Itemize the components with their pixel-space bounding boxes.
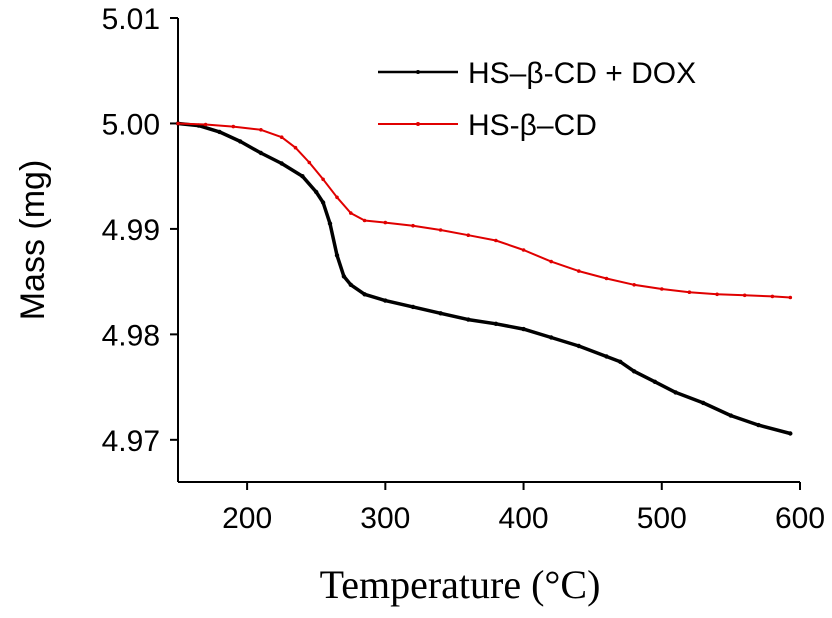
axes xyxy=(177,18,800,483)
data-point-series-1 xyxy=(756,422,761,428)
data-point-series-2 xyxy=(321,177,325,182)
data-point-series-2 xyxy=(362,218,367,223)
y-tick-label: 4.99 xyxy=(102,214,160,247)
x-axis-title: Temperature (°C) xyxy=(320,562,601,607)
data-point-series-1 xyxy=(604,354,609,359)
legend: HS–β-CD + DOX HS-β–CD xyxy=(378,57,696,142)
legend-label-series-2: HS-β–CD xyxy=(468,109,597,142)
data-point-series-1 xyxy=(652,379,658,384)
legend-marker-series-2 xyxy=(416,122,420,126)
series-line-1 xyxy=(176,121,793,436)
data-point-series-1 xyxy=(300,174,305,179)
y-ticks: 4.97 4.98 4.99 5.00 5.01 xyxy=(102,3,178,458)
data-point-series-2 xyxy=(604,276,609,281)
data-point-series-1 xyxy=(788,431,793,436)
x-tick-label: 400 xyxy=(499,502,549,535)
data-point-series-2 xyxy=(411,223,415,228)
data-point-series-1 xyxy=(341,274,347,279)
data-point-series-2 xyxy=(632,283,636,287)
data-point-series-1 xyxy=(521,326,526,332)
data-point-series-1 xyxy=(438,311,443,316)
data-point-series-2 xyxy=(494,238,498,243)
data-point-series-2 xyxy=(335,195,339,200)
series-group xyxy=(175,121,793,436)
data-point-series-1 xyxy=(348,282,353,287)
data-point-series-2 xyxy=(293,145,298,150)
data-point-series-1 xyxy=(258,150,264,156)
y-tick-label: 4.97 xyxy=(102,425,160,458)
data-point-series-1 xyxy=(362,292,367,297)
data-point-series-1 xyxy=(279,161,284,166)
data-point-series-2 xyxy=(715,292,719,297)
data-point-series-2 xyxy=(687,290,692,295)
data-point-series-1 xyxy=(728,413,734,418)
series-line-2 xyxy=(177,122,792,299)
legend-marker-series-1 xyxy=(416,70,420,74)
data-point-series-1 xyxy=(576,343,581,349)
data-point-series-2 xyxy=(770,294,775,299)
data-point-series-2 xyxy=(383,220,388,225)
data-point-series-1 xyxy=(618,359,623,364)
data-point-series-1 xyxy=(466,317,471,322)
data-point-series-1 xyxy=(701,400,706,406)
data-point-series-2 xyxy=(279,135,284,139)
data-point-series-2 xyxy=(259,128,263,132)
y-tick-label: 5.01 xyxy=(102,3,160,36)
x-ticks: 200 300 400 500 600 xyxy=(222,482,825,535)
data-point-series-2 xyxy=(521,248,526,252)
data-point-series-1 xyxy=(631,369,637,374)
data-point-series-2 xyxy=(203,122,208,127)
data-point-series-2 xyxy=(660,287,664,291)
data-point-series-2 xyxy=(438,228,443,232)
data-point-series-1 xyxy=(383,298,388,303)
data-point-series-2 xyxy=(231,124,236,129)
data-point-series-1 xyxy=(493,321,499,326)
y-tick-label: 5.00 xyxy=(102,108,160,141)
y-tick-label: 4.98 xyxy=(102,319,160,352)
data-point-series-2 xyxy=(349,211,353,215)
data-point-series-1 xyxy=(314,189,319,195)
data-point-series-2 xyxy=(307,160,312,165)
data-point-series-1 xyxy=(549,335,554,340)
data-point-series-1 xyxy=(334,253,340,258)
data-point-series-2 xyxy=(742,293,747,298)
data-point-series-1 xyxy=(320,200,326,205)
legend-label-series-1: HS–β-CD + DOX xyxy=(468,57,696,90)
data-point-series-1 xyxy=(673,390,678,395)
x-tick-label: 300 xyxy=(360,502,410,535)
data-point-series-2 xyxy=(549,259,553,264)
x-tick-label: 600 xyxy=(775,502,825,535)
x-tick-label: 200 xyxy=(222,502,272,535)
data-point-series-2 xyxy=(788,295,793,300)
data-point-series-1 xyxy=(410,304,416,310)
data-point-series-2 xyxy=(577,269,581,273)
y-axis-title: Mass (mg) xyxy=(14,160,52,321)
data-point-series-1 xyxy=(327,221,333,226)
data-point-series-2 xyxy=(176,121,180,126)
x-tick-label: 500 xyxy=(637,502,687,535)
data-point-series-1 xyxy=(238,139,243,144)
data-point-series-1 xyxy=(217,129,222,135)
data-point-series-2 xyxy=(466,233,471,237)
